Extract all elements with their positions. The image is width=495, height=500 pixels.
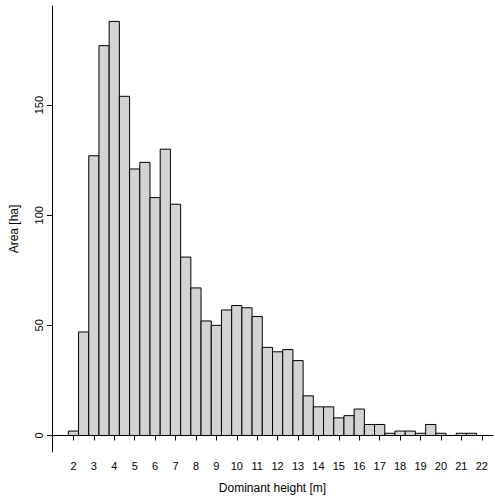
svg-text:17: 17 bbox=[374, 460, 386, 472]
svg-text:11: 11 bbox=[251, 460, 262, 472]
svg-text:16: 16 bbox=[353, 460, 365, 472]
svg-text:10: 10 bbox=[231, 460, 243, 472]
svg-text:3: 3 bbox=[91, 460, 97, 472]
svg-text:100: 100 bbox=[33, 206, 45, 224]
svg-text:150: 150 bbox=[33, 96, 45, 114]
svg-text:19: 19 bbox=[414, 460, 426, 472]
svg-text:50: 50 bbox=[33, 319, 45, 331]
svg-text:12: 12 bbox=[271, 460, 283, 472]
svg-text:20: 20 bbox=[435, 460, 447, 472]
svg-text:6: 6 bbox=[152, 460, 158, 472]
svg-text:0: 0 bbox=[33, 432, 45, 438]
svg-text:7: 7 bbox=[172, 460, 178, 472]
svg-text:21: 21 bbox=[455, 460, 467, 472]
svg-text:9: 9 bbox=[213, 460, 219, 472]
svg-text:18: 18 bbox=[394, 460, 406, 472]
svg-text:14: 14 bbox=[312, 460, 324, 472]
svg-text:8: 8 bbox=[193, 460, 199, 472]
svg-text:4: 4 bbox=[111, 460, 117, 472]
svg-text:22: 22 bbox=[476, 460, 488, 472]
svg-text:Area [ha]: Area [ha] bbox=[7, 205, 21, 254]
svg-text:13: 13 bbox=[292, 460, 304, 472]
svg-text:5: 5 bbox=[132, 460, 138, 472]
svg-text:2: 2 bbox=[70, 460, 76, 472]
svg-text:15: 15 bbox=[333, 460, 345, 472]
svg-text:Dominant height [m]: Dominant height [m] bbox=[219, 481, 326, 495]
